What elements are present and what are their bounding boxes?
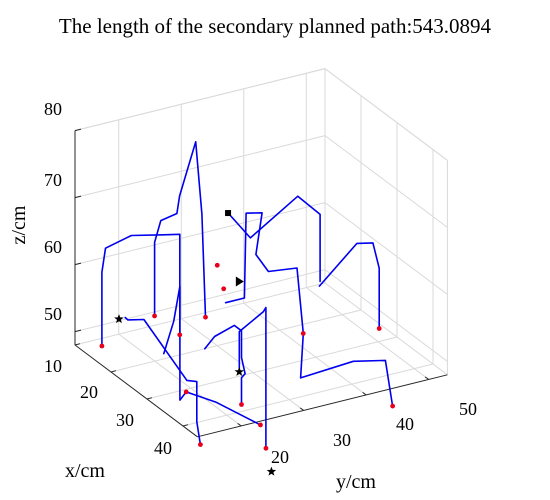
x-axis-label: x/cm xyxy=(65,460,105,482)
y-tick-40: 40 xyxy=(396,414,414,434)
y-tick-30: 30 xyxy=(333,430,351,450)
x-axis-line xyxy=(74,344,198,438)
axis-layer xyxy=(74,128,448,438)
grid-line xyxy=(110,309,362,373)
y-tick-mark xyxy=(237,422,242,427)
grid-line xyxy=(324,202,448,295)
z-tick-70: 70 xyxy=(44,170,62,190)
grid-line xyxy=(74,202,326,266)
waypoint-dot xyxy=(221,286,227,292)
square-marker xyxy=(225,210,232,217)
path-segment-6 xyxy=(238,306,267,450)
triangle-marker xyxy=(235,276,244,287)
x-tick-40: 40 xyxy=(154,438,172,458)
waypoint-dot xyxy=(376,326,382,331)
star-marker xyxy=(266,466,277,476)
grid-line xyxy=(324,135,448,228)
grid-line xyxy=(324,68,448,161)
path-segment-10 xyxy=(204,324,246,406)
waypoint-dot xyxy=(300,331,306,336)
z-tick-80: 80 xyxy=(44,99,62,119)
waypoint-dot xyxy=(99,343,105,349)
z-tick-mark xyxy=(74,262,82,266)
z-tick-60: 60 xyxy=(44,237,62,257)
waypoint-dot xyxy=(239,402,244,407)
y-tick-mark xyxy=(299,407,304,411)
grid-line xyxy=(74,269,326,333)
y-tick-50: 50 xyxy=(459,399,477,419)
path-segment-3 xyxy=(163,285,262,426)
grid-line xyxy=(146,336,398,400)
waypoint-dot xyxy=(177,332,183,338)
path-segment-5 xyxy=(299,332,394,407)
star-marker xyxy=(114,314,124,324)
grid-line xyxy=(74,68,326,132)
waypoint-dot xyxy=(263,445,269,451)
z-tick-mark xyxy=(74,195,82,199)
waypoint-dot xyxy=(203,314,208,320)
tick-layer: 80 70 60 50 10 20 30 40 20 30 40 50 xyxy=(44,99,477,467)
grid-line xyxy=(182,363,434,427)
path-segment-2 xyxy=(153,141,207,319)
grid-line xyxy=(74,135,326,199)
path-segment-7 xyxy=(318,242,381,330)
waypoint-dot xyxy=(214,262,220,268)
waypoint-dot xyxy=(258,422,263,428)
z-tick-mark xyxy=(74,128,82,132)
y-tick-mark xyxy=(424,376,429,380)
x-tick-10: 10 xyxy=(44,356,62,376)
waypoint-dot xyxy=(183,389,189,395)
path-layer xyxy=(101,141,394,450)
grid-line xyxy=(324,282,448,376)
grid-line xyxy=(74,282,326,346)
chart-title: The length of the secondary planned path… xyxy=(59,14,492,38)
waypoint-dot xyxy=(152,313,157,319)
x-tick-30: 30 xyxy=(116,410,134,430)
waypoint-dot xyxy=(390,403,396,409)
z-tick-50: 50 xyxy=(44,304,62,324)
x-tick-mark xyxy=(110,370,117,373)
x-tick-mark xyxy=(182,424,189,427)
z-tick-mark xyxy=(74,329,82,333)
grid-layer xyxy=(74,68,448,427)
y-axis-line xyxy=(197,374,448,438)
path-segment-8 xyxy=(227,195,321,283)
waypoint-dot xyxy=(198,442,203,447)
path-segment-1 xyxy=(101,233,181,347)
path-segment-9 xyxy=(124,316,202,446)
y-tick-20: 20 xyxy=(271,447,289,467)
x-tick-mark xyxy=(146,397,153,400)
y-axis-label: y/cm xyxy=(336,471,376,493)
grid-line xyxy=(305,287,429,380)
marker-layer xyxy=(99,210,396,476)
x-tick-mark xyxy=(74,343,81,346)
path-segment-4 xyxy=(224,212,305,335)
z-axis-label: z/cm xyxy=(8,205,30,244)
grid-line xyxy=(324,269,448,362)
grid-line xyxy=(243,302,367,396)
y-tick-mark xyxy=(362,391,367,396)
x-tick-20: 20 xyxy=(80,382,98,402)
star-marker xyxy=(234,366,244,376)
